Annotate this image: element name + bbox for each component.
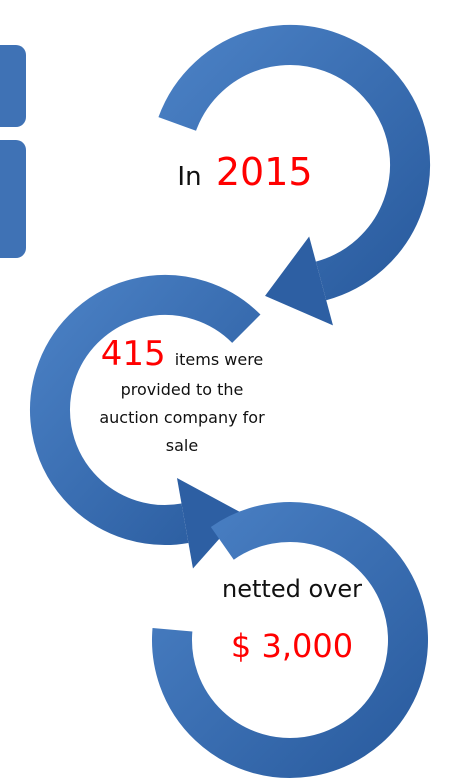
step-highlight: $ 3,000 bbox=[231, 627, 353, 665]
step-highlight: 415 bbox=[101, 334, 166, 374]
arrow-arc bbox=[152, 502, 428, 778]
side-tab bbox=[0, 45, 26, 127]
step-1-text: In 2015 bbox=[177, 150, 312, 194]
arrow-arc bbox=[30, 275, 261, 545]
arrow-head bbox=[265, 236, 333, 326]
arrow-head bbox=[176, 477, 243, 569]
step-suffix: items were bbox=[175, 350, 264, 369]
arrows bbox=[30, 25, 430, 778]
step-highlight: 2015 bbox=[216, 150, 313, 194]
step-2-heading: 415 items were bbox=[101, 334, 264, 374]
side-tab bbox=[0, 140, 26, 258]
step-line: sale bbox=[166, 436, 198, 455]
step-prefix: In bbox=[177, 162, 201, 192]
step-line: provided to the bbox=[121, 380, 244, 399]
step-line: auction company for bbox=[99, 408, 265, 427]
step-prefix: netted over bbox=[222, 575, 362, 603]
arrow-arc bbox=[158, 25, 430, 301]
